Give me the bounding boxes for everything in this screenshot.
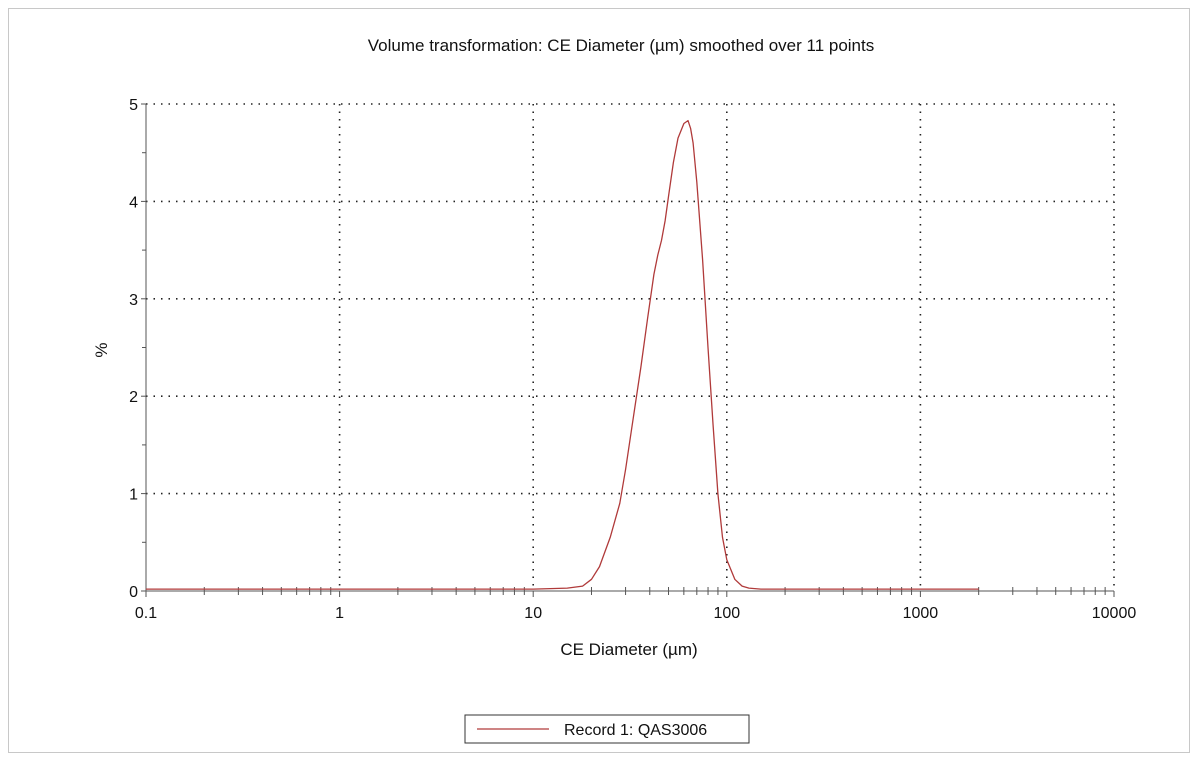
y-axis-label: % [92,342,111,357]
x-tick-label-2: 10 [524,605,542,622]
x-axis-label: CE Diameter (µm) [560,640,697,659]
chart-area: Volume transformation: CE Diameter (µm) … [92,36,1136,744]
y-tick-label-2: 2 [129,389,138,406]
axis-layer: 0 1 2 3 4 5 0.1 1 10 100 1000 10000 [129,97,1136,622]
x-tick-label-4: 1000 [903,605,939,622]
x-tick-label-1: 1 [335,605,344,622]
y-tick-label-4: 4 [129,194,138,211]
x-tick-label-0: 0.1 [135,605,157,622]
x-tick-label-5: 10000 [1092,605,1137,622]
grid-layer [146,103,1115,591]
series-line-0 [146,119,979,590]
series-layer [146,119,979,590]
chart-title: Volume transformation: CE Diameter (µm) … [368,36,874,55]
y-tick-label-0: 0 [129,584,138,601]
y-tick-label-1: 1 [129,487,138,504]
legend: Record 1: QAS3006 [464,714,750,744]
chart-frame: Volume transformation: CE Diameter (µm) … [8,8,1190,753]
legend-label: Record 1: QAS3006 [564,722,707,739]
y-tick-label-5: 5 [129,97,138,114]
x-tick-label-3: 100 [713,605,740,622]
y-tick-label-3: 3 [129,292,138,309]
